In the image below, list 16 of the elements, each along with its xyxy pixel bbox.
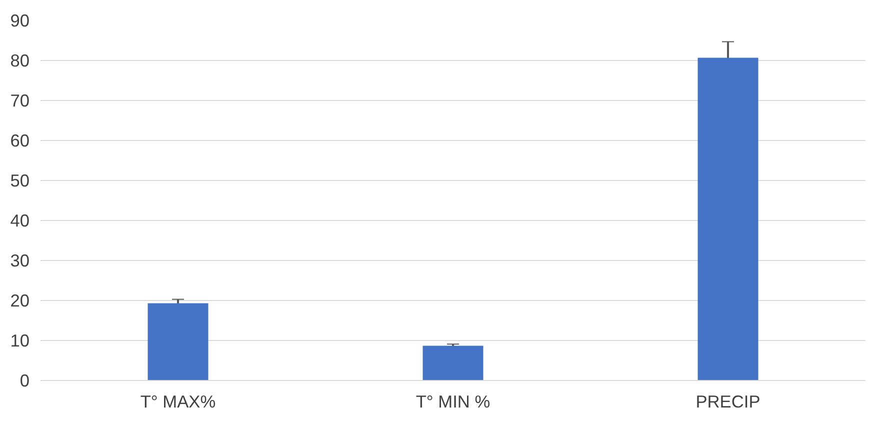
- y-tick-label: 30: [10, 250, 30, 270]
- bar: [698, 58, 758, 380]
- x-tick-label: PRECIP: [696, 392, 760, 412]
- y-tick-label: 50: [10, 170, 30, 190]
- y-tick-label: 0: [20, 370, 30, 390]
- x-tick-label: T° MAX%: [140, 392, 216, 412]
- y-tick-label: 20: [10, 290, 30, 310]
- bar: [422, 346, 484, 380]
- y-tick-label: 40: [10, 210, 30, 230]
- y-tick-label: 10: [10, 330, 30, 350]
- bar: [148, 303, 208, 380]
- y-tick-label: 90: [10, 10, 30, 30]
- y-tick-label: 60: [10, 130, 30, 150]
- x-tick-label: T° MIN %: [416, 392, 490, 412]
- y-tick-label: 70: [10, 90, 30, 110]
- y-tick-label: 80: [10, 50, 30, 70]
